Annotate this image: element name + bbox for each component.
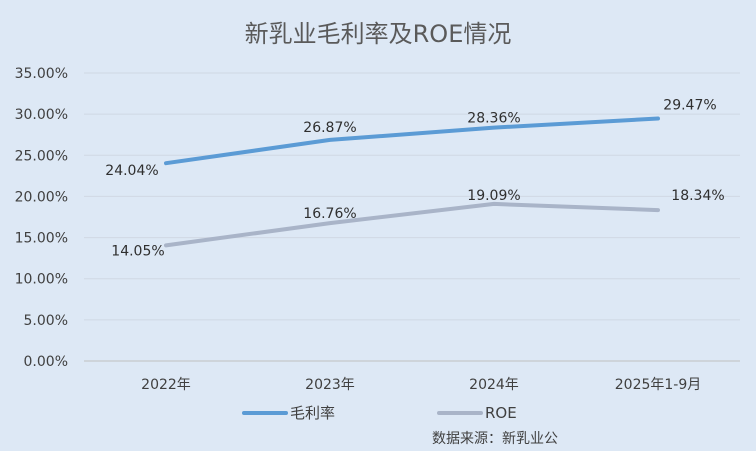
y-tick-label: 25.00% bbox=[15, 148, 68, 164]
x-tick-label: 2024年 bbox=[469, 377, 519, 393]
source-note: 数据来源：新乳业公 bbox=[432, 431, 558, 447]
legend-label: ROE bbox=[485, 404, 517, 422]
y-tick-label: 0.00% bbox=[24, 354, 68, 370]
series-line-roe bbox=[164, 201, 660, 248]
y-tick-label: 15.00% bbox=[15, 231, 68, 247]
data-label: 14.05% bbox=[111, 243, 164, 259]
chart-title: 新乳业毛利率及ROE情况 bbox=[244, 20, 512, 48]
y-tick-label: 20.00% bbox=[15, 189, 68, 205]
data-label: 19.09% bbox=[467, 188, 520, 204]
y-tick-label: 5.00% bbox=[24, 313, 68, 329]
data-label: 18.34% bbox=[671, 188, 724, 204]
legend-label: 毛利率 bbox=[290, 404, 335, 422]
series-line-gross-margin bbox=[164, 116, 660, 166]
y-tick-label: 10.00% bbox=[15, 272, 68, 288]
y-tick-label: 30.00% bbox=[15, 107, 68, 123]
x-tick-label: 2025年1-9月 bbox=[615, 377, 702, 393]
x-tick-label: 2022年 bbox=[141, 377, 191, 393]
y-tick-label: 35.00% bbox=[15, 66, 68, 82]
data-label: 16.76% bbox=[303, 206, 356, 222]
x-tick-label: 2023年 bbox=[305, 377, 355, 393]
data-label: 26.87% bbox=[303, 120, 356, 136]
data-label: 29.47% bbox=[663, 98, 716, 114]
data-label: 28.36% bbox=[467, 111, 520, 127]
data-label: 24.04% bbox=[105, 163, 158, 179]
